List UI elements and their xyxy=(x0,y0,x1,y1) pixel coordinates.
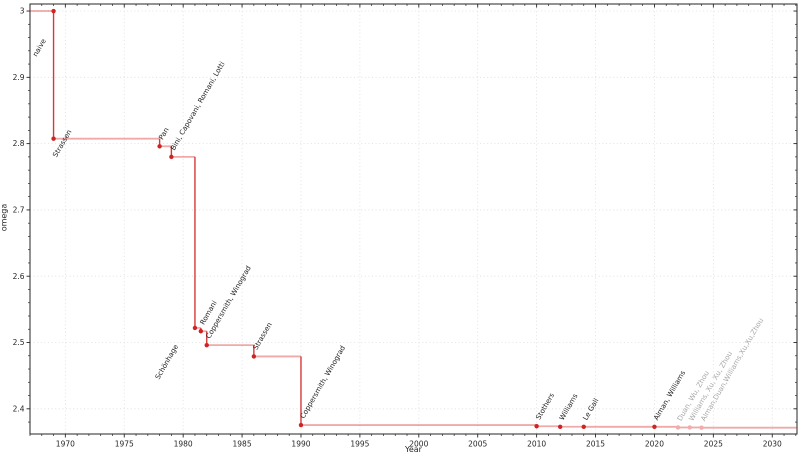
data-point xyxy=(198,329,204,334)
data-point xyxy=(157,144,162,149)
data-point xyxy=(192,325,198,331)
x-tick-label: 1970 xyxy=(56,440,75,449)
point-label: Williams xyxy=(558,392,580,422)
x-tick-label: 2025 xyxy=(704,440,723,449)
data-point xyxy=(534,424,539,429)
point-label: Schönhage xyxy=(154,343,180,381)
x-tick-label: 1975 xyxy=(115,440,134,449)
x-tick-label: 2010 xyxy=(527,440,546,449)
data-point xyxy=(204,342,209,348)
data-point xyxy=(675,425,681,430)
y-tick-label: 2.8 xyxy=(13,139,25,148)
point-label: Le Gall xyxy=(582,397,601,422)
y-tick-label: 3 xyxy=(20,7,25,16)
y-tick-label: 2.9 xyxy=(13,73,25,82)
point-label: Stothers xyxy=(534,391,556,421)
x-tick-label: 1980 xyxy=(174,440,193,449)
data-point xyxy=(51,136,56,141)
data-point xyxy=(652,424,657,429)
data-point xyxy=(687,425,692,430)
y-tick-label: 2.4 xyxy=(13,404,25,413)
data-point xyxy=(51,8,56,14)
axes-frame xyxy=(29,3,798,435)
point-label: Alman,Duan,Williams,Xu,Xu,Zhou xyxy=(699,317,765,423)
y-tick-label: 2.7 xyxy=(13,206,25,215)
data-point xyxy=(169,154,174,160)
x-axis-title: Year xyxy=(405,445,422,454)
point-label: Bini, Capovani, Romani, Lotti xyxy=(169,60,226,152)
data-point xyxy=(581,424,586,429)
x-tick-label: 1990 xyxy=(291,440,310,449)
x-tick-label: 2020 xyxy=(645,440,664,449)
x-tick-label: 1985 xyxy=(233,440,252,449)
y-axis-title: omega xyxy=(0,203,9,232)
point-label: Pan xyxy=(157,126,170,141)
point-label: Strassen xyxy=(252,321,274,351)
y-tick-label: 2.6 xyxy=(13,272,25,281)
point-label: naive xyxy=(31,37,47,58)
data-point xyxy=(298,422,304,428)
x-tick-label: 2005 xyxy=(468,440,487,449)
data-point xyxy=(699,425,704,430)
data-point xyxy=(251,354,257,359)
x-tick-label: 1995 xyxy=(350,440,369,449)
x-tick-label: 2015 xyxy=(586,440,605,449)
x-tick-label: 2030 xyxy=(763,440,782,449)
y-tick-label: 2.5 xyxy=(13,338,25,347)
x-tick-label: 2000 xyxy=(409,440,428,449)
data-point xyxy=(557,424,563,429)
